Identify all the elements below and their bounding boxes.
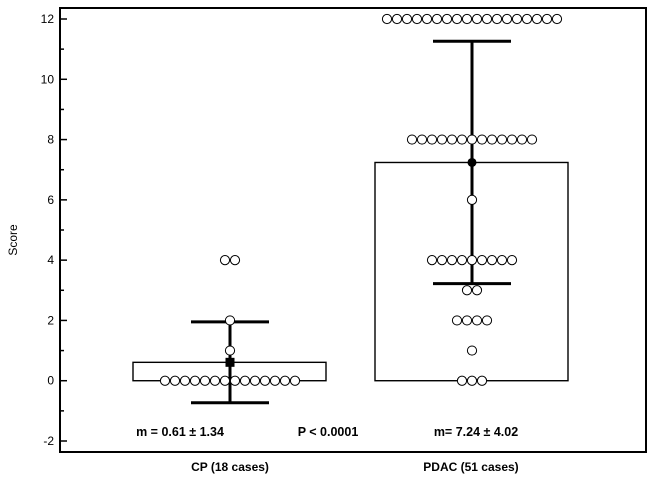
pdac-data-point: [456, 134, 468, 145]
cp-data-point: [289, 375, 301, 386]
cp-data-point: [229, 255, 241, 266]
pdac-data-point: [456, 255, 468, 266]
pdac-data-point: [426, 255, 438, 266]
pdac-data-point: [476, 255, 488, 266]
cp-data-point: [219, 375, 231, 386]
cp-data-point: [259, 375, 271, 386]
pdac-data-point: [466, 345, 478, 356]
cp-data-point: [209, 375, 221, 386]
cp-data-point: [224, 345, 236, 356]
pdac-data-point: [456, 375, 468, 386]
pdac-data-point: [466, 375, 478, 386]
cp-mean-marker: [225, 357, 235, 367]
pdac-data-point: [426, 134, 438, 145]
pdac-data-point: [521, 13, 533, 25]
pdac-data-point: [406, 134, 418, 145]
cp-data-point: [239, 375, 251, 386]
y-tick-label: 4: [47, 253, 54, 267]
p-value-annotation: P < 0.0001: [298, 425, 359, 439]
pdac-data-point: [446, 134, 458, 145]
pdac-data-point: [481, 315, 493, 326]
pdac-data-point: [541, 13, 553, 25]
pdac-data-point: [381, 13, 393, 25]
pdac-data-point: [526, 134, 538, 145]
pdac-mean-annotation: m= 7.24 ± 4.02: [434, 425, 518, 439]
pdac-data-point: [441, 13, 453, 25]
cp-data-point: [189, 375, 201, 386]
pdac-data-point: [416, 134, 428, 145]
pdac-data-point: [486, 134, 498, 145]
pdac-mean-marker: [467, 157, 477, 167]
pdac-data-point: [466, 134, 478, 145]
category-label-pdac: PDAC (51 cases): [423, 460, 518, 474]
pdac-data-point: [531, 13, 543, 25]
cp-data-point: [249, 375, 261, 386]
cp-mean-annotation: m = 0.61 ± 1.34: [136, 425, 224, 439]
cp-data-point: [279, 375, 291, 386]
pdac-data-point: [496, 134, 508, 145]
cp-data-point: [179, 375, 191, 386]
pdac-data-point: [421, 13, 433, 25]
pdac-data-point: [496, 255, 508, 266]
y-tick-label: 2: [47, 313, 54, 327]
pdac-data-point: [476, 134, 488, 145]
cp-data-point: [269, 375, 281, 386]
pdac-data-point: [451, 13, 463, 25]
cp-data-point: [224, 315, 236, 326]
pdac-data-point: [491, 13, 503, 25]
cp-data-point: [229, 375, 241, 386]
pdac-data-point: [481, 13, 493, 25]
y-tick-label: 0: [47, 374, 54, 388]
pdac-data-point: [436, 134, 448, 145]
pdac-data-point: [471, 285, 483, 296]
pdac-data-point: [451, 315, 463, 326]
y-tick-label: 10: [41, 72, 55, 86]
plot-frame: [59, 7, 647, 453]
pdac-data-point: [506, 255, 518, 266]
pdac-data-point: [461, 13, 473, 25]
pdac-data-point: [461, 285, 473, 296]
pdac-data-point: [486, 255, 498, 266]
pdac-data-point: [551, 13, 563, 25]
pdac-data-point: [446, 255, 458, 266]
pdac-data-point: [506, 134, 518, 145]
pdac-data-point: [391, 13, 403, 25]
cp-data-point: [169, 375, 181, 386]
pdac-data-point: [466, 255, 478, 266]
pdac-data-point: [431, 13, 443, 25]
pdac-data-point: [511, 13, 523, 25]
cp-data-point: [219, 255, 231, 266]
pdac-data-point: [471, 315, 483, 326]
pdac-data-point: [476, 375, 488, 386]
category-label-cp: CP (18 cases): [191, 460, 269, 474]
pdac-data-point: [466, 194, 478, 205]
y-tick-label: -2: [43, 434, 54, 448]
cp-data-point: [159, 375, 171, 386]
pdac-data-point: [436, 255, 448, 266]
y-tick-label: 8: [47, 133, 54, 147]
pdac-data-point: [461, 315, 473, 326]
y-tick-label: 12: [41, 12, 55, 26]
pdac-data-point: [501, 13, 513, 25]
pdac-data-point: [411, 13, 423, 25]
plot-layer: -2 0 2 4 6 8 10 12: [41, 7, 647, 453]
pdac-data-point: [401, 13, 413, 25]
pdac-data-point: [516, 134, 528, 145]
y-axis-title: Score: [6, 224, 20, 256]
pdac-data-point: [471, 13, 483, 25]
y-tick-label: 6: [47, 193, 54, 207]
cp-data-point: [199, 375, 211, 386]
